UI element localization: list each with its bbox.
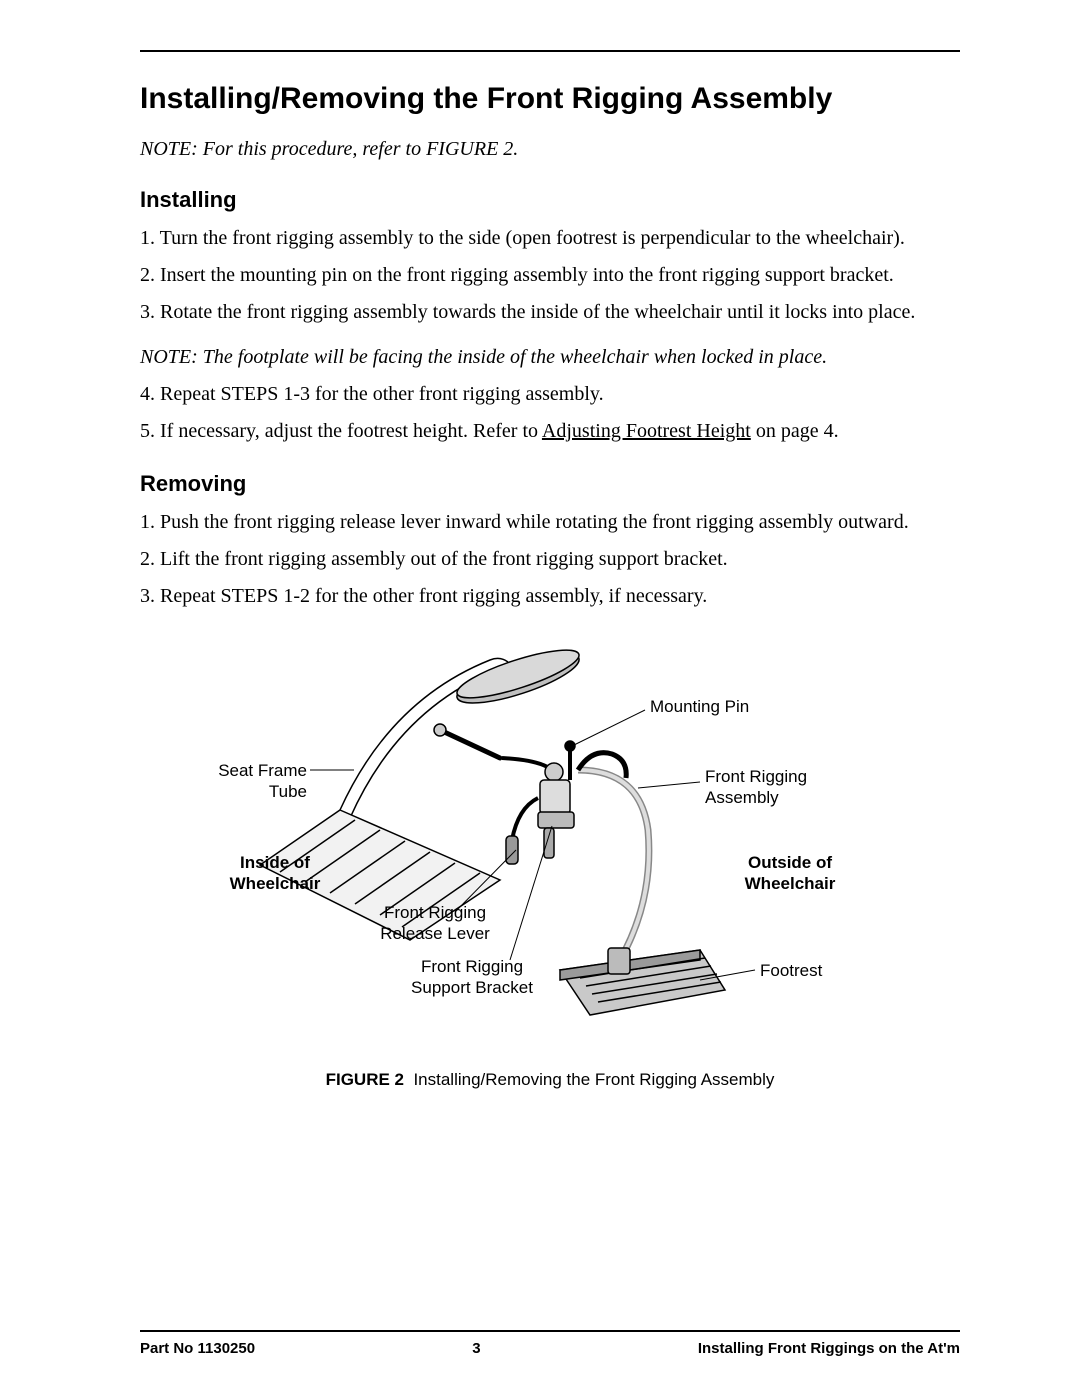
top-rule xyxy=(140,50,960,52)
removing-step: Repeat STEPS 1-2 for the other front rig… xyxy=(140,583,960,610)
label-front-rigging-assembly: Front Rigging Assembly xyxy=(705,766,807,809)
removing-step: Push the front rigging release lever inw… xyxy=(140,509,960,536)
page-footer: Part No 1130250 3 Installing Front Riggi… xyxy=(140,1330,960,1357)
removing-steps: Push the front rigging release lever inw… xyxy=(140,509,960,610)
label-footrest: Footrest xyxy=(760,960,822,981)
footer-part-no: Part No 1130250 xyxy=(140,1340,255,1357)
installing-step: Repeat STEPS 1-3 for the other front rig… xyxy=(140,381,960,408)
installing-steps-1-3: Turn the front rigging assembly to the s… xyxy=(140,225,960,326)
label-release-lever: Front Rigging Release Lever xyxy=(365,902,505,945)
label-seat-frame-tube: Seat Frame Tube xyxy=(182,760,307,803)
step5-post: on page 4. xyxy=(751,420,839,442)
figure-caption: FIGURE 2 Installing/Removing the Front R… xyxy=(140,1070,960,1090)
removing-heading: Removing xyxy=(140,471,960,497)
figure-2: Mounting Pin Seat Frame Tube Front Riggi… xyxy=(140,630,960,1060)
figure-caption-text: Installing/Removing the Front Rigging As… xyxy=(413,1070,774,1089)
figure-number: FIGURE 2 xyxy=(326,1070,404,1089)
label-support-bracket: Front Rigging Support Bracket xyxy=(392,956,552,999)
installing-step: If necessary, adjust the footrest height… xyxy=(140,418,960,445)
installing-steps-4-5: Repeat STEPS 1-3 for the other front rig… xyxy=(140,381,960,445)
footer-page-number: 3 xyxy=(472,1340,480,1357)
page-title: Installing/Removing the Front Rigging As… xyxy=(140,82,960,116)
label-mounting-pin: Mounting Pin xyxy=(650,696,749,717)
label-inside-wheelchair: Inside of Wheelchair xyxy=(220,852,330,895)
label-outside-wheelchair: Outside of Wheelchair xyxy=(730,852,850,895)
installing-heading: Installing xyxy=(140,187,960,213)
step5-pre: If necessary, adjust the footrest height… xyxy=(160,420,542,442)
installing-step: Insert the mounting pin on the front rig… xyxy=(140,262,960,289)
footer-doc-title: Installing Front Riggings on the At'm xyxy=(698,1340,960,1357)
installing-step: Turn the front rigging assembly to the s… xyxy=(140,225,960,252)
removing-step: Lift the front rigging assembly out of t… xyxy=(140,546,960,573)
note-refer-figure: NOTE: For this procedure, refer to FIGUR… xyxy=(140,138,960,161)
xref-adjusting-footrest-height[interactable]: Adjusting Footrest Height xyxy=(542,420,751,442)
footer-rule xyxy=(140,1330,960,1332)
installing-step: Rotate the front rigging assembly toward… xyxy=(140,299,960,326)
installing-inline-note: NOTE: The footplate will be facing the i… xyxy=(140,346,960,369)
